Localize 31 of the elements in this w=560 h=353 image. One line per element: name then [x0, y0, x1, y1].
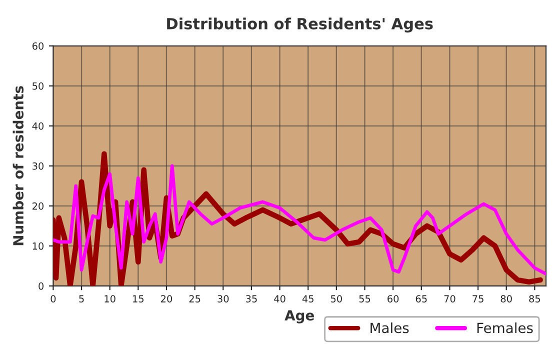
legend-label: Females [477, 322, 533, 334]
x-tick-label: 5 [79, 295, 84, 302]
y-axis-title: Number of residents [12, 86, 24, 246]
chart-title: Distribution of Residents' Ages [167, 18, 433, 33]
x-tick-label: 75 [472, 295, 484, 302]
x-tick-label: 85 [529, 295, 540, 302]
y-tick-label: 20 [32, 202, 44, 210]
x-tick-label: 15 [133, 295, 144, 302]
x-tick-label: 50 [330, 295, 342, 302]
x-axis-title: Age [284, 310, 314, 324]
x-tick-label: 30 [218, 295, 229, 302]
x-tick-label: 20 [161, 295, 172, 302]
x-tick-label: 80 [500, 295, 512, 302]
x-tick-label: 65 [416, 295, 427, 302]
x-tick-label: 55 [359, 295, 370, 302]
x-tick-label: 45 [302, 295, 314, 302]
y-tick-label: 50 [32, 82, 44, 90]
line-series [53, 164, 546, 276]
legend-label: Males [370, 322, 409, 334]
y-tick-label: 30 [32, 162, 44, 170]
x-tick-label: 40 [274, 295, 286, 302]
x-tick-label: 70 [444, 295, 456, 302]
x-tick-label: 10 [104, 295, 116, 302]
y-tick-label: 0 [38, 282, 44, 290]
x-tick-label: 60 [388, 295, 399, 302]
x-tick-label: 0 [50, 295, 56, 302]
x-tick-label: 35 [246, 295, 257, 302]
y-tick-label: 10 [32, 242, 44, 250]
y-tick-label: 60 [32, 42, 44, 50]
x-tick-label: 25 [189, 295, 200, 302]
y-tick-label: 40 [32, 122, 44, 130]
